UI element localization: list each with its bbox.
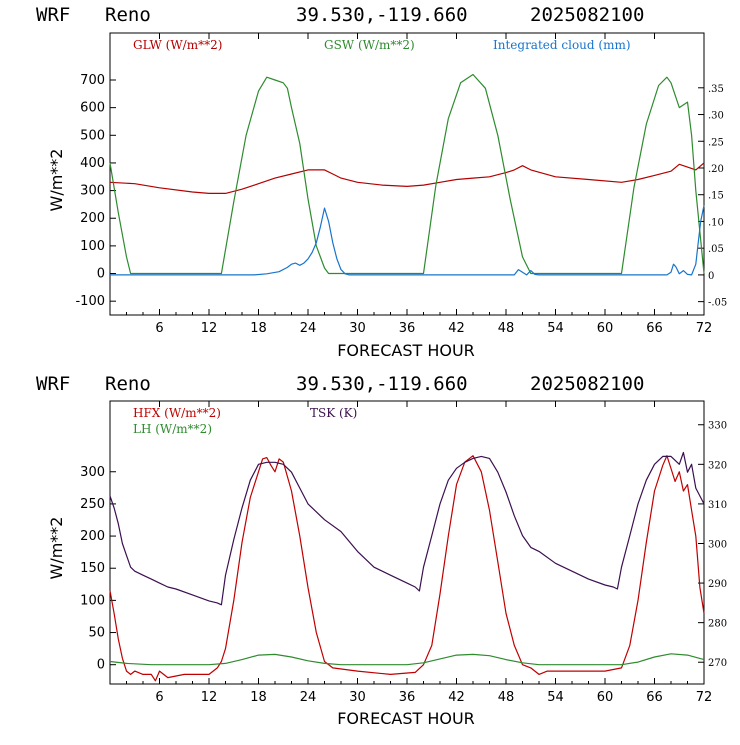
- bottom-x-axis-label: FORECAST HOUR: [337, 709, 475, 728]
- bottom-y2-tick-label: 330: [708, 421, 727, 432]
- bottom-right-y-ticks: 270 280 290 300 310 320 330: [698, 421, 727, 669]
- top-x-tick-label: 48: [498, 321, 515, 336]
- bottom-header-coords: 39.530,-119.660: [296, 373, 468, 395]
- top-legend-gsw: GSW (W/m**2): [324, 38, 415, 52]
- bottom-series-line-0: [109, 455, 705, 682]
- top-x-axis-label: FORECAST HOUR: [337, 341, 475, 360]
- top-y-tick-label: 700: [80, 73, 105, 88]
- top-legend-glw: GLW (W/m**2): [133, 38, 222, 52]
- top-legend-cloud: Integrated cloud (mm): [493, 38, 631, 52]
- bottom-x-tick-label: 18: [250, 690, 267, 705]
- top-series-lines: [109, 73, 705, 276]
- top-y2-tick-label: .20: [708, 164, 724, 175]
- top-header-model: WRF: [36, 4, 70, 26]
- bottom-x-tick-label: 24: [300, 690, 317, 705]
- top-header-site: Reno: [105, 4, 151, 26]
- top-y2-tick-label: .35: [708, 84, 724, 95]
- top-y-tick-label: 0: [97, 267, 105, 282]
- bottom-y-axis-label: W/m**2: [47, 517, 66, 580]
- bottom-chart-panel: 6 12 18 24 30 36 42 48 54 60 66 72 0 50 100 150 200 250 3…: [47, 400, 727, 728]
- top-x-tick-label: 66: [646, 321, 663, 336]
- bottom-legend-hfx: HFX (W/m**2): [133, 406, 221, 420]
- top-y2-tick-label: -.05: [708, 298, 727, 309]
- top-header-run: 2025082100: [530, 4, 644, 26]
- bottom-header-site: Reno: [105, 373, 151, 395]
- top-x-tick-label: 18: [250, 321, 267, 336]
- bottom-x-tick-label: 30: [349, 690, 366, 705]
- top-y-tick-label: 100: [80, 239, 105, 254]
- bottom-y-tick-label: 0: [97, 658, 105, 673]
- bottom-y-tick-label: 150: [80, 561, 105, 576]
- bottom-header-model: WRF: [36, 373, 70, 395]
- top-x-tick-label: 6: [155, 321, 163, 336]
- top-series-line-1: [109, 73, 705, 275]
- bottom-series-line-2: [109, 451, 705, 606]
- top-x-tick-label: 12: [201, 321, 218, 336]
- bottom-x-tick-label: 72: [696, 690, 713, 705]
- top-x-ticks: 6 12 18 24 30 36 42 48 54 60 66 72: [126, 33, 713, 336]
- top-x-tick-label: 42: [448, 321, 465, 336]
- top-series-line-0: [109, 162, 705, 194]
- top-y-axis-label: W/m**2: [47, 149, 66, 212]
- top-x-tick-label: 24: [300, 321, 317, 336]
- bottom-x-tick-label: 12: [201, 690, 218, 705]
- top-y-tick-label: 200: [80, 211, 105, 226]
- top-y2-tick-label: .15: [708, 191, 724, 202]
- bottom-x-ticks: 6 12 18 24 30 36 42 48 54 60 66 72: [126, 401, 713, 705]
- bottom-x-tick-label: 66: [646, 690, 663, 705]
- top-y-tick-label: 300: [80, 184, 105, 199]
- top-y2-tick-label: .10: [708, 217, 724, 228]
- top-y-tick-label: 400: [80, 156, 105, 171]
- top-left-y-ticks: -100 0 100 200 300 400 500 600 700: [75, 73, 116, 309]
- top-x-tick-label: 36: [399, 321, 416, 336]
- bottom-y-tick-label: 50: [88, 626, 105, 641]
- bottom-y2-tick-label: 320: [708, 460, 727, 471]
- bottom-y2-tick-label: 300: [708, 539, 727, 550]
- top-y2-tick-label: .05: [708, 244, 724, 255]
- top-y2-tick-label: 0: [708, 271, 714, 282]
- top-x-tick-label: 72: [696, 321, 713, 336]
- top-chart-panel: 6 12 18 24 30 36 42 48 54 60 66 72 -100 0 100 200 300 40…: [47, 32, 727, 360]
- top-header-coords: 39.530,-119.660: [296, 4, 468, 26]
- bottom-y-tick-label: 100: [80, 593, 105, 608]
- bottom-x-tick-label: 48: [498, 690, 515, 705]
- bottom-x-tick-label: 54: [547, 690, 564, 705]
- bottom-y2-tick-label: 270: [708, 658, 727, 669]
- bottom-legend-tsk: TSK (K): [310, 406, 357, 420]
- top-y-tick-label: 500: [80, 128, 105, 143]
- bottom-y-tick-label: 200: [80, 529, 105, 544]
- bottom-y-tick-label: 250: [80, 497, 105, 512]
- bottom-x-tick-label: 36: [399, 690, 416, 705]
- bottom-series-line-1: [109, 653, 705, 666]
- bottom-series-lines: [109, 451, 705, 682]
- bottom-x-tick-label: 42: [448, 690, 465, 705]
- bottom-y2-tick-label: 310: [708, 500, 727, 511]
- top-y-tick-label: -100: [75, 294, 105, 309]
- bottom-legend-lh: LH (W/m**2): [133, 422, 212, 436]
- top-y2-tick-label: .25: [708, 137, 724, 148]
- bottom-y2-tick-label: 280: [708, 619, 727, 630]
- bottom-header-run: 2025082100: [530, 373, 644, 395]
- top-y2-tick-label: .30: [708, 111, 724, 122]
- bottom-y2-tick-label: 290: [708, 579, 727, 590]
- top-x-tick-label: 30: [349, 321, 366, 336]
- bottom-x-tick-label: 6: [155, 690, 163, 705]
- bottom-x-tick-label: 60: [597, 690, 614, 705]
- bottom-left-y-ticks: 0 50 100 150 200 250 300: [80, 465, 116, 673]
- top-x-tick-label: 60: [597, 321, 614, 336]
- bottom-y-tick-label: 300: [80, 465, 105, 480]
- top-y-tick-label: 600: [80, 101, 105, 116]
- top-x-tick-label: 54: [547, 321, 564, 336]
- top-series-line-2: [110, 205, 705, 276]
